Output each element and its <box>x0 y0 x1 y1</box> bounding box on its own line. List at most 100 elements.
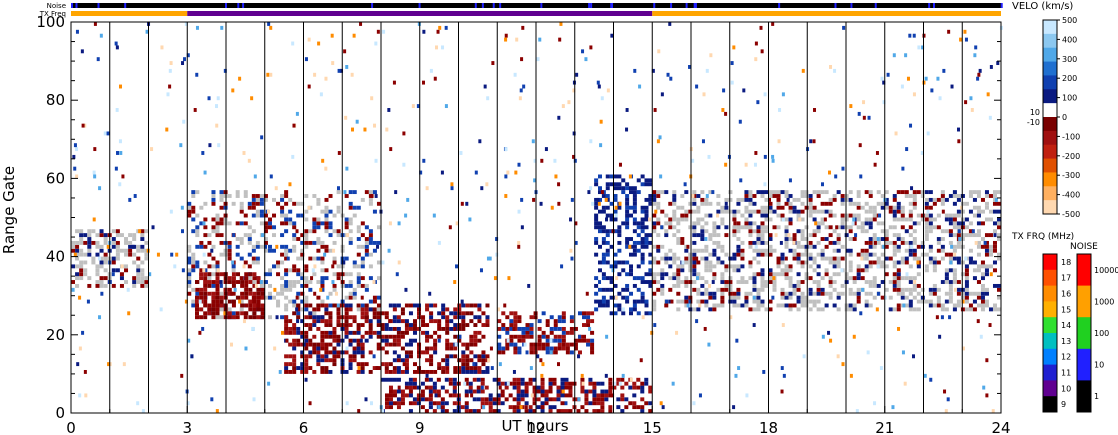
scatter-cell <box>601 299 606 304</box>
scatter-cell <box>824 201 829 206</box>
scatter-cell <box>308 323 313 327</box>
scatter-cell <box>992 190 997 195</box>
scatter-cell <box>304 276 309 281</box>
scatter-cell <box>577 397 581 402</box>
velocity-swatch <box>1043 117 1057 132</box>
scatter-cell <box>956 299 961 304</box>
scatter-cell <box>219 197 224 202</box>
scatter-cell <box>648 283 653 288</box>
scatter-cell <box>625 299 630 304</box>
scatter-cell <box>860 248 865 253</box>
scatter-cell <box>304 264 309 269</box>
scatter-cell <box>836 256 841 261</box>
scatter-cell <box>617 186 622 191</box>
scatter-cell <box>956 280 961 284</box>
scatter-cell <box>536 57 540 62</box>
scatter-cell <box>75 264 80 269</box>
scatter-cell <box>904 287 909 292</box>
scatter-cell <box>332 350 337 355</box>
scatter-cell <box>87 233 92 238</box>
scatter-cell <box>312 194 317 198</box>
scatter-cell <box>473 366 478 370</box>
scatter-cell <box>352 338 357 343</box>
scatter-cell <box>513 346 518 351</box>
scatter-cell <box>640 209 645 214</box>
scatter-cell <box>119 233 124 238</box>
scatter-cell <box>848 237 853 241</box>
scatter-cell <box>601 276 606 281</box>
scatter-cell <box>992 209 997 214</box>
scatter-cell <box>412 369 417 374</box>
scatter-cell <box>944 307 949 312</box>
scatter-cell <box>776 272 781 277</box>
scatter-cell <box>296 303 301 308</box>
scatter-cell <box>445 342 450 347</box>
scatter-cell <box>784 217 789 222</box>
scatter-cell <box>332 326 337 331</box>
scatter-cell <box>904 190 909 195</box>
scatter-cell <box>740 197 745 202</box>
scatter-cell <box>75 244 80 249</box>
txfreq-scale-label: 10 <box>1061 384 1071 393</box>
scatter-cell <box>549 326 554 331</box>
scatter-cell <box>231 201 236 206</box>
scatter-cell <box>132 252 137 257</box>
scatter-cell <box>736 287 741 292</box>
scatter-cell <box>203 280 208 284</box>
scatter-cell <box>512 409 517 413</box>
scatter-cell <box>909 123 913 128</box>
scatter-cell <box>215 311 220 316</box>
scatter-cell <box>657 49 661 54</box>
scatter-cell <box>828 260 833 265</box>
scatter-cell <box>252 299 257 304</box>
scatter-cell <box>75 240 80 245</box>
scatter-cell <box>388 401 393 406</box>
scatter-cell <box>880 295 885 300</box>
scatter-cell <box>732 268 737 273</box>
scatter-cell <box>187 268 192 273</box>
scatter-cell <box>900 276 905 281</box>
scatter-cell <box>829 65 833 69</box>
scatter-cell <box>704 303 709 308</box>
txfreq-scale-label: 11 <box>1061 369 1071 378</box>
scatter-cell <box>464 409 469 413</box>
scatter-cell <box>932 264 937 269</box>
scatter-cell <box>520 381 525 386</box>
scatter-cell <box>492 397 497 402</box>
scatter-cell <box>420 393 425 398</box>
scatter-cell <box>804 194 809 198</box>
scatter-cell <box>417 303 422 308</box>
scatter-cell <box>788 237 793 241</box>
scatter-cell <box>380 338 385 343</box>
scatter-cell <box>796 307 801 312</box>
scatter-cell <box>513 315 518 320</box>
scatter-cell <box>376 330 381 335</box>
scatter-cell <box>708 213 713 218</box>
scatter-cell <box>629 186 633 191</box>
scatter-cell <box>816 280 821 284</box>
scatter-cell <box>780 291 785 296</box>
scatter-cell <box>940 194 945 198</box>
scatter-cell <box>704 291 709 296</box>
scatter-cell <box>368 197 373 202</box>
scatter-cell <box>812 217 817 222</box>
scatter-cell <box>453 315 458 320</box>
scatter-cell <box>586 311 591 316</box>
scatter-cell <box>368 276 373 281</box>
scatter-cell <box>633 68 637 73</box>
scatter-cell <box>351 127 355 132</box>
scatter-cell <box>900 209 905 214</box>
scatter-cell <box>308 311 313 316</box>
scatter-cell <box>964 37 968 42</box>
scatter-cell <box>788 209 793 214</box>
scatter-cell <box>696 287 701 292</box>
scatter-cell <box>316 225 321 230</box>
scatter-cell <box>590 350 595 355</box>
scatter-cell <box>884 237 889 241</box>
scatter-cell <box>613 229 618 234</box>
scatter-cell <box>352 346 357 351</box>
scatter-cell <box>549 346 554 351</box>
scatter-cell <box>972 307 977 312</box>
scatter-cell <box>676 237 681 241</box>
scatter-cell <box>481 354 486 359</box>
